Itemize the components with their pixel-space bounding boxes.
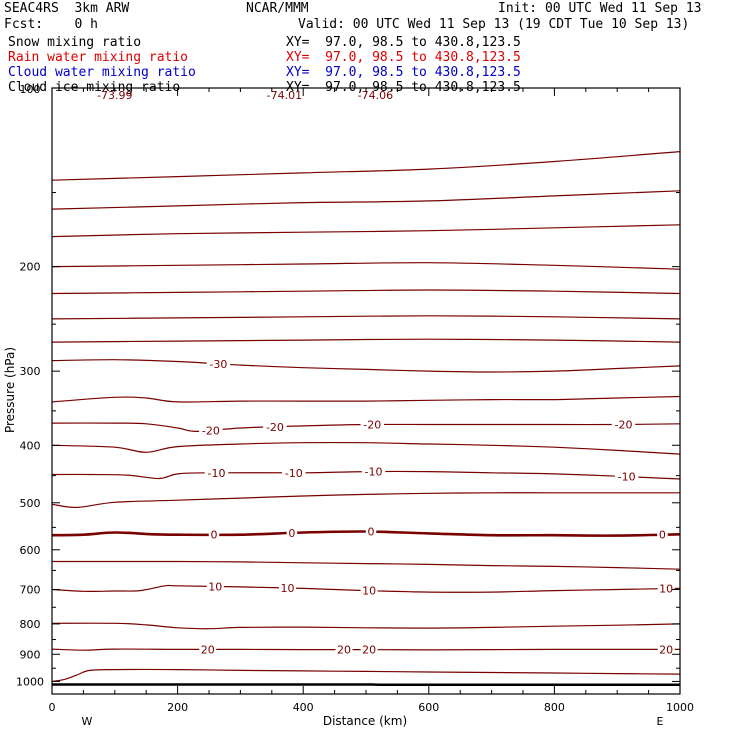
contour-label-bg: [657, 528, 668, 541]
x-tick-label: 400: [293, 701, 314, 714]
x-tick-label: 200: [167, 701, 188, 714]
contour-label: 10: [362, 585, 376, 598]
contour-label-bg: [361, 465, 386, 478]
contour-line: [51, 190, 681, 210]
x-tick-label: 800: [544, 701, 565, 714]
contour-label-bg: [657, 582, 675, 595]
contour-line: [51, 262, 681, 270]
contour-label: 10: [281, 582, 295, 595]
organization: NCAR/MMM: [246, 1, 309, 16]
contour-line: [51, 560, 681, 570]
x-tick-label: 0: [49, 701, 56, 714]
y-axis-title: Pressure (hPa): [3, 347, 17, 433]
field-name: Snow mixing ratio: [8, 35, 142, 50]
contour-label-bg: [286, 526, 298, 539]
contour-label: 0: [659, 529, 666, 542]
contour-labels: -30 -20 -20 -20 -20 -10 -10 -10 -10 0 0 0 0 10 10 10 10 2…: [97, 89, 675, 657]
y-tick-label: 800: [20, 618, 41, 631]
contour-label-bg: [282, 466, 306, 479]
east-end-label: E: [657, 715, 664, 728]
y-tick-label: 400: [20, 439, 41, 452]
top-value-label: -73.99: [97, 89, 132, 102]
top-value-label: -74.06: [358, 89, 393, 102]
contour-label: -10: [208, 467, 226, 480]
y-tick-label: 900: [20, 648, 41, 661]
contour-label: 0: [288, 527, 295, 540]
contour-label-bg: [206, 357, 231, 370]
contour-label-bg: [657, 643, 675, 656]
x-tick-label: 1000: [666, 701, 694, 714]
contour-line: [51, 395, 681, 403]
contour-label: 10: [208, 580, 222, 593]
contour-label: -30: [209, 358, 227, 371]
contour-label-bg: [199, 643, 217, 656]
contour-line: [51, 622, 681, 630]
contour-label-bg: [614, 470, 639, 483]
contour-label: 20: [362, 644, 376, 657]
init-time: Init: 00 UTC Wed 11 Sep 13: [498, 1, 702, 16]
contour-label-bg: [199, 424, 223, 437]
contour-label: 0: [368, 526, 375, 539]
forecast-hour: Fcst: 0 h: [4, 17, 98, 32]
x-axis-title: Distance (km): [323, 714, 407, 728]
contour-label: 20: [337, 644, 351, 657]
contour-label-bg: [335, 643, 353, 656]
contour-label: -20: [266, 421, 284, 434]
contour-line: [51, 338, 681, 343]
model-name: SEAC4RS 3km ARW: [4, 1, 130, 16]
contour-label-bg: [206, 580, 224, 593]
contour-label-bg: [279, 582, 296, 595]
field-xy: XY= 97.0, 98.5 to 430.8,123.5: [286, 50, 521, 65]
contour-line: [51, 224, 681, 238]
contour-line: [51, 441, 681, 455]
field-xy: XY= 97.0, 98.5 to 430.8,123.5: [286, 65, 521, 80]
contour-label: 0: [211, 529, 218, 542]
y-tick-label: 700: [20, 584, 41, 597]
contour-line: [51, 492, 680, 509]
west-end-label: W: [82, 715, 93, 728]
y-tick-label: 200: [20, 261, 41, 274]
contour-line: [51, 315, 681, 320]
contour-label: -10: [365, 466, 383, 479]
contour-line: [51, 151, 681, 181]
top-value-label: -74.01: [267, 89, 302, 102]
valid-time: Valid: 00 UTC Wed 11 Sep 13 (19 CDT Tue …: [298, 17, 690, 32]
contour-line: [51, 584, 681, 593]
contour-label: 10: [659, 583, 673, 596]
contour-label: -10: [618, 471, 636, 484]
field-name: Rain water mixing ratio: [8, 50, 189, 65]
contour-line: [51, 359, 681, 373]
contour-label: 20: [201, 643, 215, 656]
field-xy: XY= 97.0, 98.5 to 430.8,123.5: [286, 35, 521, 50]
plot-frame: [51, 87, 681, 695]
contour-label-bg: [360, 584, 378, 597]
contour-label-bg: [360, 418, 385, 431]
y-tick-label: 500: [20, 497, 41, 510]
contour-label-bg: [611, 418, 636, 431]
y-tick-label: 600: [20, 544, 41, 557]
contour-label-bg: [204, 466, 229, 479]
contour-line: [51, 668, 681, 682]
contour-label: 20: [659, 643, 673, 656]
contour-label: -10: [285, 467, 303, 480]
contour-line: [51, 289, 681, 295]
contour-label-bg: [365, 525, 377, 538]
contour-lines: [51, 151, 681, 687]
contour-label-bg: [360, 643, 378, 656]
contour-line: [51, 530, 681, 537]
contour-label-bg: [263, 420, 287, 433]
x-tick-label: 600: [418, 701, 439, 714]
contour-line: [51, 648, 680, 651]
contour-label: -20: [614, 418, 632, 431]
y-tick-label: 1000: [16, 675, 44, 688]
contour-label: -20: [363, 418, 381, 431]
contour-line: [51, 422, 681, 433]
y-tick-label: 300: [20, 365, 41, 378]
contour-label: -20: [202, 424, 220, 437]
field-name: Cloud water mixing ratio: [8, 65, 196, 80]
y-top-tick-label: 100: [20, 83, 41, 96]
contour-label-bg: [208, 528, 220, 541]
